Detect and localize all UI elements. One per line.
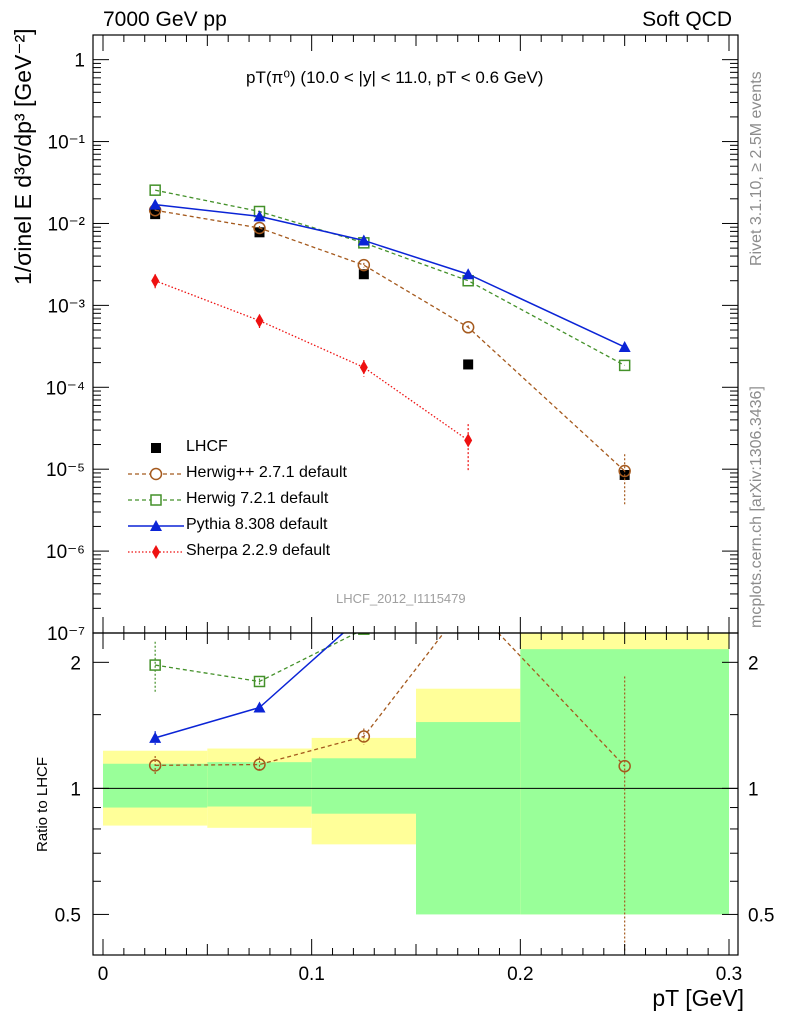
legend-item-herwigpp: Herwig++ 2.7.1 default (128, 462, 428, 486)
ratio-point (149, 659, 161, 671)
x-tick-label: 0.1 (298, 964, 324, 985)
ratio-point (618, 759, 631, 773)
ratio-tick-label-right: 0.5 (748, 905, 774, 926)
data-point (149, 184, 161, 196)
data-point (358, 269, 369, 280)
data-point (618, 464, 631, 478)
y-tick-label: 10⁻⁷ (47, 624, 85, 645)
y-tick-label: 10⁻⁵ (46, 460, 85, 481)
ratio-point (358, 609, 370, 620)
data-point (254, 227, 265, 238)
data-point (253, 210, 266, 222)
x-axis-label: pT [GeV] (652, 985, 744, 1011)
series-line-4 (154, 280, 469, 441)
data-point (149, 198, 162, 210)
ratio-y-axis-label: Ratio to LHCF (34, 756, 51, 852)
x-tick-label: 0.3 (716, 964, 742, 985)
main-y-axis-label: 1/σinel E d³σ/dp³ [GeV⁻²] (10, 28, 36, 285)
data-point (359, 360, 368, 375)
ratio-point (149, 731, 162, 743)
data-point (463, 359, 474, 370)
data-point (357, 234, 370, 246)
ratio-plot-area (93, 609, 738, 951)
process-label: Soft QCD (642, 8, 732, 31)
legend-item-sherpa: Sherpa 2.2.9 default (128, 540, 428, 564)
data-point (151, 273, 160, 288)
plot-title: pT(π⁰) (10.0 < |y| < 11.0, pT < 0.6 GeV) (246, 68, 544, 87)
mcplots-label: mcplots.cern.ch [arXiv:1306.3436] (748, 386, 765, 628)
data-point (255, 313, 264, 328)
data-point (357, 258, 371, 272)
legend-item-pythia: Pythia 8.308 default (128, 514, 428, 538)
main-plot-area (148, 184, 631, 505)
y-tick-label: 10⁻⁶ (46, 542, 85, 563)
ratio-point (253, 675, 266, 688)
data-point (464, 433, 473, 448)
ratio-tick-label-right: 2 (748, 653, 759, 674)
rivet-label: Rivet 3.1.10, ≥ 2.5M events (748, 71, 765, 266)
ratio-point (148, 759, 162, 772)
ratio-point (357, 730, 371, 743)
ratio-tick-label: 1 (70, 779, 81, 800)
series-line-1 (155, 209, 626, 472)
data-point (618, 341, 631, 353)
y-tick-label: 10⁻³ (48, 296, 86, 317)
legend-label-sherpa: Sherpa 2.2.9 default (186, 542, 331, 559)
uncertainty-band-green (311, 758, 416, 814)
ratio-tick-label: 0.5 (55, 905, 81, 926)
ratio-line-1 (155, 633, 358, 683)
legend-item-herwig7: Herwig 7.2.1 default (128, 488, 428, 512)
y-tick-label: 1 (74, 51, 85, 72)
x-tick-label: 0 (98, 964, 109, 985)
ratio-tick-label: 2 (70, 653, 81, 674)
x-tick-label: 0.2 (507, 964, 533, 985)
energy-label: 7000 GeV pp (103, 8, 227, 31)
analysis-label: LHCF_2012_I1115479 (336, 591, 466, 606)
uncertainty-band-green (416, 722, 521, 915)
series-line-2 (155, 189, 625, 366)
y-tick-label: 10⁻⁴ (46, 378, 85, 399)
legend-label-herwigpp: Herwig++ 2.7.1 default (186, 464, 347, 481)
data-point (461, 321, 475, 334)
y-tick-label: 10⁻¹ (48, 133, 86, 154)
legend-label-herwig7: Herwig 7.2.1 default (186, 490, 329, 507)
ratio-point (253, 758, 266, 771)
series-line-3 (155, 203, 625, 348)
data-point (462, 268, 475, 280)
ratio-point (253, 701, 266, 713)
ratio-point (358, 633, 370, 635)
data-point (253, 221, 266, 235)
legend-label-lhcf: LHCF (186, 438, 228, 455)
data-point (618, 359, 631, 372)
legend-item-lhcf: LHCF (128, 436, 428, 460)
data-point (150, 209, 161, 220)
legend-label-pythia: Pythia 8.308 default (186, 516, 328, 533)
ratio-tick-label-right: 1 (748, 779, 759, 800)
y-tick-label: 10⁻² (48, 214, 86, 235)
